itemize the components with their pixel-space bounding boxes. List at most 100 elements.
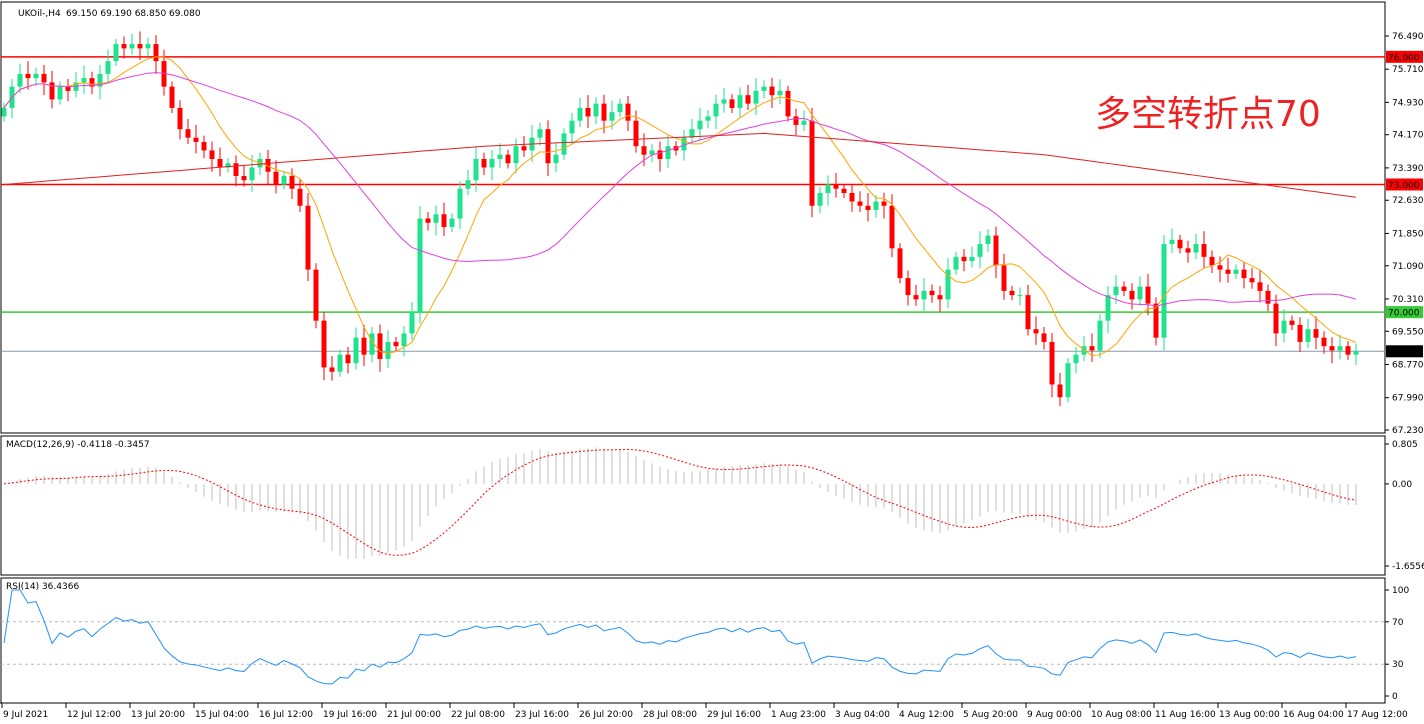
candle-body [1345,346,1351,355]
candle-body [609,112,615,121]
x-tick-label: 26 Jul 20:00 [579,710,633,720]
y-tick-label: 67.990 [1392,394,1424,404]
candle-body [1289,320,1295,325]
candle-body [177,107,183,130]
price-level-badge [1386,345,1423,358]
x-tick-label: 22 Jul 08:00 [451,710,505,720]
candle-body [841,188,847,194]
candle-body [193,137,199,142]
candle-body [929,290,935,296]
candle-body [81,78,87,83]
candle-body [1185,248,1191,253]
panel-frame [0,577,1386,704]
candle-body [521,146,527,151]
x-tick-label: 15 Jul 04:00 [195,710,249,720]
macd-panel[interactable]: 0.805 0.00 -1.6556 [3,440,1424,572]
candle-body [1009,290,1015,296]
candle-body [145,44,151,49]
x-tick-label: 21 Jul 00:00 [387,710,441,720]
candle-body [641,146,647,155]
candle-body [849,193,855,202]
candle-body [1161,244,1167,338]
candle-body [161,61,167,87]
candle-body [689,129,695,138]
candle-body [353,337,359,364]
rsi-label: RSI(14) 36.4366 [6,582,79,592]
candle-body [793,116,799,125]
y-tick-label: 73.390 [1392,164,1424,174]
candle-body [1041,333,1047,342]
y-tick-label: 30 [1392,660,1404,670]
candle-body [25,73,31,79]
x-tick-label: 28 Jul 08:00 [643,710,697,720]
candle-body [321,320,327,368]
x-tick-label: 3 Aug 04:00 [835,710,890,720]
price-level-label: 70.000 [1388,309,1420,319]
candle-body [289,175,295,189]
y-tick-label: 71.850 [1392,229,1424,239]
candle-body [465,180,471,189]
candle-body [817,193,823,206]
candle-body [1089,346,1095,351]
candle-body [1057,384,1063,398]
y-tick-label: -1.6556 [1392,562,1424,572]
candle-body [801,120,807,125]
candle-body [473,158,479,181]
candle-body [761,86,767,91]
candle-body [425,218,431,223]
candle-body [241,175,247,181]
candle-body [561,133,567,155]
candle-body [721,99,727,104]
candle-body [1065,363,1071,398]
candle-body [1177,239,1183,249]
x-tick-label: 5 Aug 20:00 [963,710,1018,720]
candle-body [441,214,447,228]
candle-body [1033,329,1039,334]
y-tick-label: 75.710 [1392,65,1424,75]
candle-body [1105,295,1111,321]
y-tick-label: 0.805 [1392,440,1418,450]
candle-body [137,44,143,49]
x-tick-label: 13 Aug 00:00 [1219,710,1280,720]
candle-body [449,218,455,228]
candle-body [121,44,127,49]
candle-body [1049,341,1055,385]
candle-body [505,154,511,164]
x-tick-label: 9 Aug 00:00 [1027,710,1082,720]
price-panel[interactable]: 76.490 75.710 74.930 74.170 73.390 72.630 71.8… [1,31,1424,436]
rsi-line [3,589,1357,685]
x-tick-label: 11 Aug 16:00 [1155,710,1216,720]
candle-body [1281,320,1287,334]
y-tick-label: 70.310 [1392,295,1424,305]
candle-body [1353,351,1359,355]
candle-body [1121,286,1127,291]
candle-body [897,248,903,279]
candle-body [985,235,991,245]
candle-body [905,278,911,296]
x-tick-label: 23 Jul 16:00 [515,710,569,720]
candle-body [1225,269,1231,274]
candle-body [625,103,631,121]
time-axis: 9 Jul 2021 12 Jul 12:00 13 Jul 20:00 15 Jul… [1,703,1408,720]
candle-body [1265,290,1271,304]
candle-body [913,295,919,300]
candle-body [129,44,135,49]
y-tick-label: 76.490 [1392,32,1424,42]
candle-body [513,146,519,164]
rsi-panel[interactable]: 100 70 30 0 [1,586,1409,702]
candle-body [601,103,607,121]
price-level-badge [1386,178,1423,191]
candle-body [17,73,23,87]
candle-body [1153,303,1159,338]
candle-body [1313,329,1319,338]
y-tick-label: 72.630 [1392,196,1424,206]
candle-body [361,337,367,355]
ma-fast-line [3,56,1357,357]
candle-body [545,129,551,164]
candle-body [89,78,95,87]
candle-body [873,201,879,211]
annotation-text: 多空转折点70 [1095,94,1321,135]
candle-body [881,201,887,206]
x-tick-label: 1 Aug 23:00 [771,710,826,720]
